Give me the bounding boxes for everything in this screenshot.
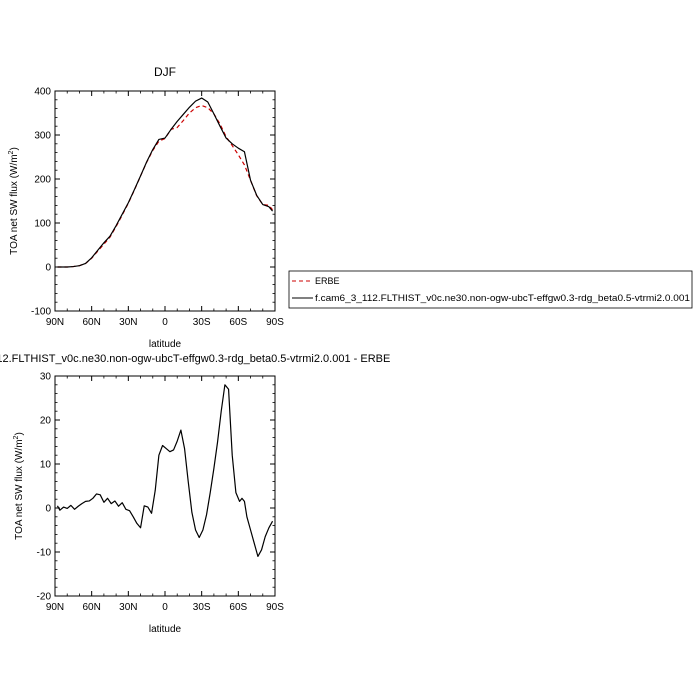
top-ylabel-tail: ) bbox=[9, 147, 20, 150]
bottom-panel: f.cam6_3_112.FLTHIST_v0c.ne30.non-ogw-ub… bbox=[0, 353, 390, 635]
bottom-ylabel-main: TOA net SW flux (W/m bbox=[14, 439, 25, 539]
bottom-y-tick-labels: -20 -10 0 10 20 30 bbox=[37, 372, 52, 603]
x-tick-label: 90S bbox=[266, 602, 284, 613]
bottom-xlabel: latitude bbox=[149, 624, 182, 635]
top-plot-frame bbox=[54, 90, 276, 312]
bottom-ylabel-sup: 2 bbox=[13, 435, 20, 439]
top-ylabel-sup: 2 bbox=[8, 150, 15, 154]
bottom-ylabel: TOA net SW flux (W/m2) bbox=[13, 432, 25, 540]
y-tick-label: 0 bbox=[45, 263, 51, 274]
top-title: DJF bbox=[154, 65, 176, 79]
bottom-title: f.cam6_3_112.FLTHIST_v0c.ne30.non-ogw-ub… bbox=[0, 353, 390, 365]
top-y-tick-labels: -100 0 100 200 300 400 bbox=[31, 87, 51, 318]
y-tick-label: -10 bbox=[37, 548, 52, 559]
y-tick-label: -100 bbox=[31, 307, 51, 318]
series-line-erbe bbox=[57, 104, 274, 268]
x-tick-label: 60N bbox=[82, 602, 100, 613]
y-tick-label: 400 bbox=[34, 87, 51, 98]
x-tick-label: 90S bbox=[266, 317, 284, 328]
top-xlabel: latitude bbox=[149, 339, 182, 350]
top-ylabel-main: TOA net SW flux (W/m bbox=[9, 154, 20, 254]
top-series-group bbox=[57, 97, 274, 268]
y-tick-label: 30 bbox=[40, 372, 52, 383]
legend: ERBE f.cam6_3_112.FLTHIST_v0c.ne30.non-o… bbox=[288, 270, 693, 309]
x-tick-label: 90N bbox=[46, 602, 64, 613]
bottom-plot-frame bbox=[54, 375, 276, 597]
top-tick-marks bbox=[54, 90, 276, 312]
x-tick-label: 60N bbox=[82, 317, 100, 328]
legend-label-erbe: ERBE bbox=[315, 276, 340, 286]
x-tick-label: 60S bbox=[229, 317, 247, 328]
y-tick-label: 100 bbox=[34, 219, 51, 230]
y-tick-label: 300 bbox=[34, 131, 51, 142]
bottom-x-tick-labels: 90N 60N 30N 0 30S 60S 90S bbox=[46, 602, 284, 613]
x-tick-label: 90N bbox=[46, 317, 64, 328]
bottom-ylabel-tail: ) bbox=[14, 432, 25, 435]
x-tick-label: 60S bbox=[229, 602, 247, 613]
top-ylabel: TOA net SW flux (W/m2) bbox=[8, 147, 20, 255]
legend-label-model: f.cam6_3_112.FLTHIST_v0c.ne30.non-ogw-ub… bbox=[315, 293, 690, 303]
bottom-tick-marks bbox=[54, 375, 276, 597]
series-line-difference bbox=[56, 384, 274, 558]
x-tick-label: 0 bbox=[162, 602, 168, 613]
series-line-model bbox=[57, 97, 274, 268]
x-tick-label: 30N bbox=[119, 602, 137, 613]
y-tick-label: -20 bbox=[37, 592, 52, 603]
legend-box bbox=[288, 270, 693, 309]
x-tick-label: 30N bbox=[119, 317, 137, 328]
y-tick-label: 200 bbox=[34, 175, 51, 186]
x-tick-label: 30S bbox=[193, 317, 211, 328]
y-tick-label: 10 bbox=[40, 460, 52, 471]
x-tick-label: 0 bbox=[162, 317, 168, 328]
x-tick-label: 30S bbox=[193, 602, 211, 613]
bottom-series-group bbox=[56, 384, 274, 558]
y-tick-label: 0 bbox=[45, 504, 51, 515]
y-tick-label: 20 bbox=[40, 416, 52, 427]
top-x-tick-labels: 90N 60N 30N 0 30S 60S 90S bbox=[46, 317, 284, 328]
